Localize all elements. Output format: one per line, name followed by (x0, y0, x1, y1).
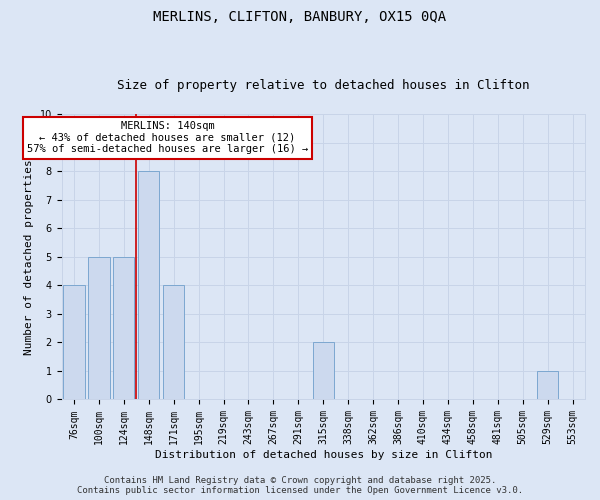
Bar (113, 256, 134, 400)
Title: Size of property relative to detached houses in Clifton: Size of property relative to detached ho… (117, 79, 530, 92)
Bar (88, 256, 110, 400)
Text: MERLINS, CLIFTON, BANBURY, OX15 0QA: MERLINS, CLIFTON, BANBURY, OX15 0QA (154, 10, 446, 24)
Bar (64, 286, 85, 400)
Text: MERLINS: 140sqm
← 43% of detached houses are smaller (12)
57% of semi-detached h: MERLINS: 140sqm ← 43% of detached houses… (27, 121, 308, 154)
Bar (537, 371, 558, 400)
Y-axis label: Number of detached properties: Number of detached properties (24, 159, 34, 354)
Text: Contains HM Land Registry data © Crown copyright and database right 2025.
Contai: Contains HM Land Registry data © Crown c… (77, 476, 523, 495)
Bar (138, 171, 160, 400)
Bar (313, 342, 334, 400)
X-axis label: Distribution of detached houses by size in Clifton: Distribution of detached houses by size … (155, 450, 492, 460)
Bar (163, 286, 184, 400)
